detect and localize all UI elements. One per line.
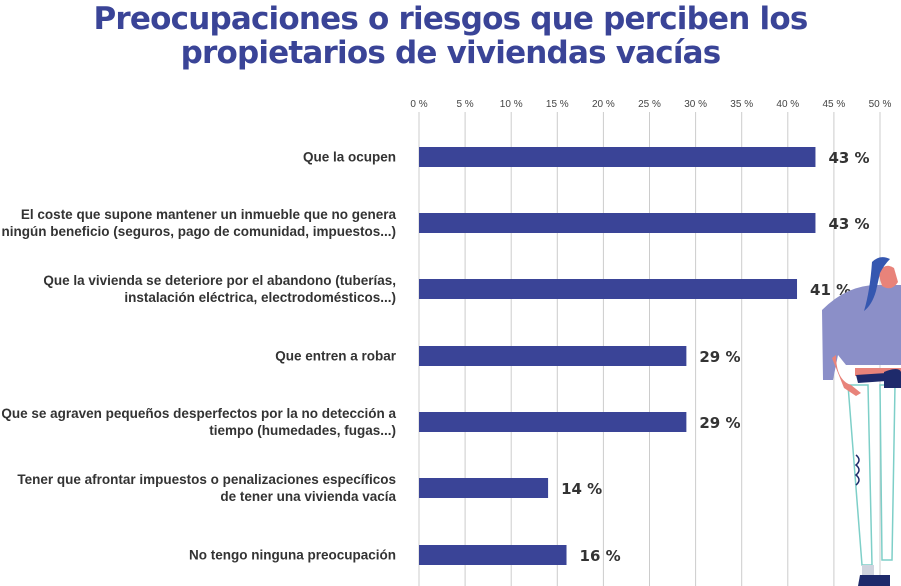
bar bbox=[419, 545, 567, 565]
face bbox=[878, 265, 898, 289]
bar bbox=[419, 412, 687, 432]
spiral-doodle bbox=[854, 454, 860, 486]
category-label: Que entren a robar bbox=[275, 348, 396, 364]
chart-title-line: Preocupaciones o riesgos que perciben lo… bbox=[93, 1, 809, 37]
data-label: 16 % bbox=[580, 547, 621, 565]
tick-label: 0 % bbox=[410, 99, 427, 110]
chart-title: Preocupaciones o riesgos que perciben lo… bbox=[0, 2, 901, 70]
tick-label: 5 % bbox=[456, 99, 473, 110]
tick-label: 20 % bbox=[592, 99, 615, 110]
tick-label: 45 % bbox=[823, 99, 846, 110]
data-label: 43 % bbox=[828, 215, 869, 233]
category-label: El coste que supone mantener un inmueble… bbox=[1, 207, 396, 239]
tick-label: 30 % bbox=[684, 99, 707, 110]
bar bbox=[419, 213, 816, 233]
bar bbox=[419, 478, 549, 498]
hair-ponytail bbox=[864, 257, 890, 311]
bar bbox=[419, 279, 798, 299]
category-label: Que se agraven pequeños desperfectos por… bbox=[1, 406, 396, 438]
arm-hand bbox=[832, 355, 861, 396]
tick-label: 40 % bbox=[776, 99, 799, 110]
category-label: Tener que afrontar impuestos o penalizac… bbox=[17, 472, 396, 504]
sock bbox=[862, 565, 874, 575]
data-label: 14 % bbox=[561, 480, 602, 498]
tick-label: 25 % bbox=[638, 99, 661, 110]
bar bbox=[419, 346, 687, 366]
tick-label: 35 % bbox=[730, 99, 753, 110]
data-label: 29 % bbox=[699, 414, 740, 432]
data-label: 43 % bbox=[828, 149, 869, 167]
woman-standing-illustration bbox=[822, 257, 901, 586]
chart-title-line: propietarios de viviendas vacías bbox=[180, 35, 722, 71]
tick-label: 10 % bbox=[500, 99, 523, 110]
tick-label: 15 % bbox=[546, 99, 569, 110]
tick-label: 50 % bbox=[869, 99, 892, 110]
data-label: 29 % bbox=[699, 348, 740, 366]
category-label: No tengo ninguna preocupación bbox=[189, 547, 396, 563]
sweater bbox=[822, 285, 901, 380]
bar bbox=[419, 147, 816, 167]
category-label: Que la vivienda se deteriore por el aban… bbox=[43, 273, 396, 305]
category-label: Que la ocupen bbox=[302, 149, 396, 165]
shoe bbox=[858, 575, 890, 586]
data-label: 41 % bbox=[810, 281, 851, 299]
fanny-pack bbox=[884, 369, 901, 388]
